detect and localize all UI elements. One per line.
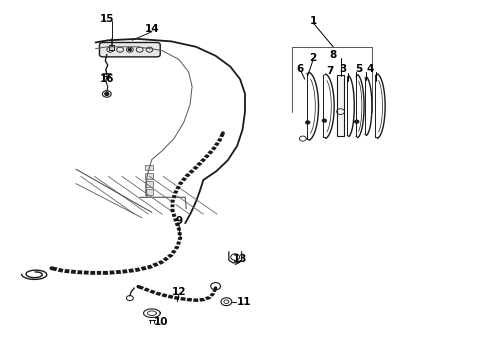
Text: 11: 11 xyxy=(237,297,251,307)
Circle shape xyxy=(128,49,131,51)
Text: 1: 1 xyxy=(310,16,317,26)
Text: 2: 2 xyxy=(309,53,316,63)
FancyBboxPatch shape xyxy=(99,42,160,57)
Text: 8: 8 xyxy=(330,50,337,60)
Text: 6: 6 xyxy=(296,64,303,74)
Text: 7: 7 xyxy=(326,66,334,76)
Text: 15: 15 xyxy=(99,14,114,24)
Text: 14: 14 xyxy=(145,24,159,34)
Text: 4: 4 xyxy=(367,64,374,74)
Text: 16: 16 xyxy=(99,74,114,84)
Bar xyxy=(145,173,153,179)
Bar xyxy=(145,181,153,187)
Bar xyxy=(145,165,153,170)
Circle shape xyxy=(355,120,359,123)
Bar xyxy=(145,189,153,195)
Text: 5: 5 xyxy=(356,64,363,74)
Bar xyxy=(337,75,344,136)
Text: 12: 12 xyxy=(172,287,186,297)
Text: 9: 9 xyxy=(175,216,182,226)
Text: 3: 3 xyxy=(339,64,346,74)
Circle shape xyxy=(105,93,109,95)
Text: 13: 13 xyxy=(233,254,247,264)
Circle shape xyxy=(306,121,310,124)
Text: 10: 10 xyxy=(153,317,168,327)
Bar xyxy=(109,45,114,50)
Circle shape xyxy=(322,119,326,122)
